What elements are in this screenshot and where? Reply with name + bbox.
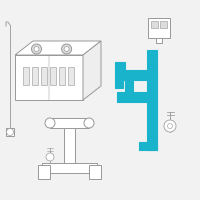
Polygon shape	[23, 67, 29, 85]
Polygon shape	[115, 80, 123, 88]
Polygon shape	[38, 165, 50, 179]
Circle shape	[64, 46, 69, 51]
Polygon shape	[68, 67, 74, 85]
Circle shape	[164, 120, 176, 132]
Polygon shape	[41, 67, 47, 85]
Circle shape	[45, 118, 55, 128]
Polygon shape	[160, 21, 167, 28]
Polygon shape	[15, 55, 83, 100]
Polygon shape	[117, 92, 155, 102]
Polygon shape	[42, 163, 97, 173]
Circle shape	[46, 153, 54, 161]
Polygon shape	[50, 67, 56, 85]
Circle shape	[6, 129, 14, 136]
Circle shape	[168, 123, 172, 129]
Polygon shape	[115, 70, 157, 80]
Circle shape	[62, 44, 72, 54]
Polygon shape	[115, 62, 125, 70]
Polygon shape	[15, 41, 101, 55]
Polygon shape	[151, 21, 158, 28]
Polygon shape	[83, 41, 101, 100]
Polygon shape	[64, 123, 75, 163]
Polygon shape	[139, 142, 157, 150]
Polygon shape	[89, 165, 101, 179]
Circle shape	[84, 118, 94, 128]
Polygon shape	[50, 118, 89, 128]
Circle shape	[34, 46, 39, 51]
Circle shape	[32, 44, 42, 54]
Polygon shape	[147, 50, 157, 150]
Polygon shape	[59, 67, 65, 85]
Polygon shape	[156, 38, 162, 43]
Polygon shape	[6, 128, 14, 136]
Polygon shape	[125, 80, 133, 92]
Polygon shape	[148, 18, 170, 38]
Polygon shape	[32, 67, 38, 85]
